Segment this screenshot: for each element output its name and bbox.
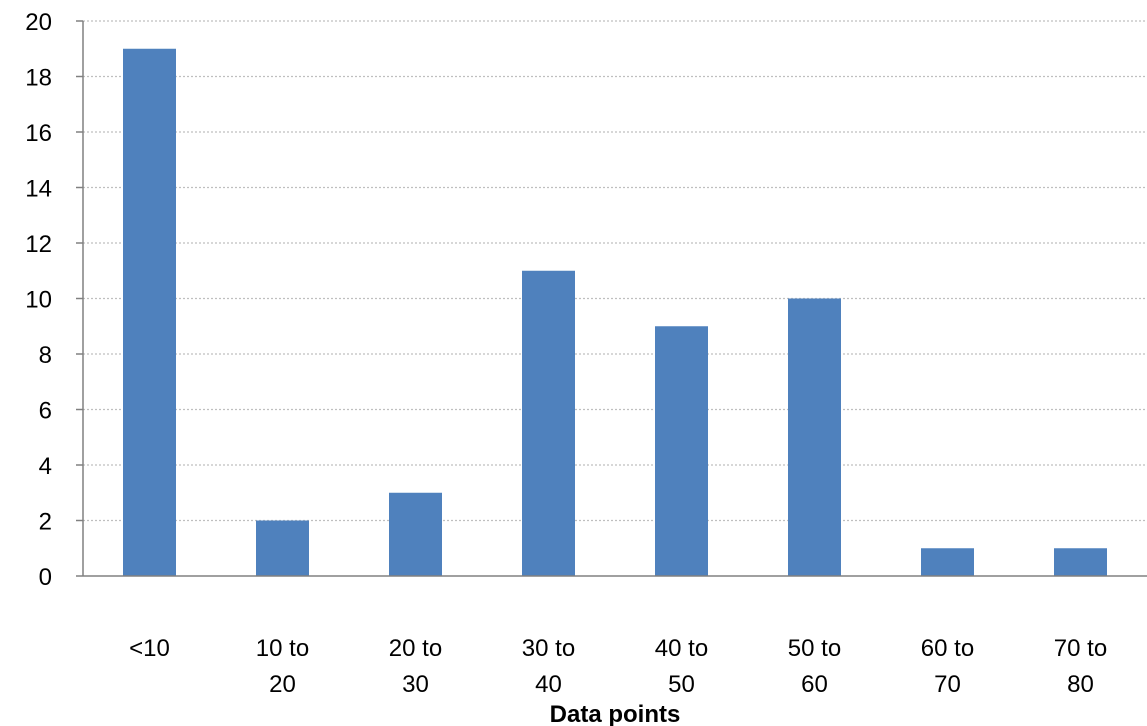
x-tick-label: 70 to 80 <box>1054 635 1107 698</box>
bar <box>655 326 708 576</box>
y-tick-label: 6 <box>39 398 52 425</box>
bar <box>123 48 176 576</box>
y-tick-label: 2 <box>39 509 52 536</box>
y-tick-label: 14 <box>25 176 52 203</box>
x-tick-label: 60 to 70 <box>921 635 974 698</box>
gridlines <box>83 20 1147 522</box>
y-tick-label: 20 <box>25 9 52 36</box>
x-tick-label: 20 to 30 <box>389 635 442 698</box>
y-tick-label: 18 <box>25 65 52 92</box>
x-tick-label: 50 to 60 <box>788 635 841 698</box>
y-tick-label: 16 <box>25 120 52 147</box>
x-tick-label: 30 to 40 <box>522 635 575 698</box>
y-tick-label: 8 <box>39 342 52 369</box>
y-tick-label: 10 <box>25 287 52 314</box>
bar <box>1054 548 1107 576</box>
x-tick-label: 10 to 20 <box>256 635 309 698</box>
bar <box>389 492 442 576</box>
bar <box>256 520 309 576</box>
y-tick-label: 4 <box>39 453 52 480</box>
x-tick-labels: <10 10 to 20 20 to 30 30 to 40 40 to 50 50 to 60 60… <box>129 635 1107 698</box>
axes <box>76 20 1147 577</box>
bar <box>788 298 841 576</box>
y-tick-label: 12 <box>25 231 52 258</box>
bar <box>522 270 575 576</box>
bars <box>123 48 1107 576</box>
x-axis-title: Data points <box>550 701 681 726</box>
y-tick-label: 0 <box>39 564 52 591</box>
bar <box>921 548 974 576</box>
y-tick-labels: 0 2 4 6 8 10 12 14 16 18 20 <box>25 9 52 591</box>
x-tick-label: 40 to 50 <box>655 635 708 698</box>
x-tick-label: <10 <box>129 635 170 662</box>
